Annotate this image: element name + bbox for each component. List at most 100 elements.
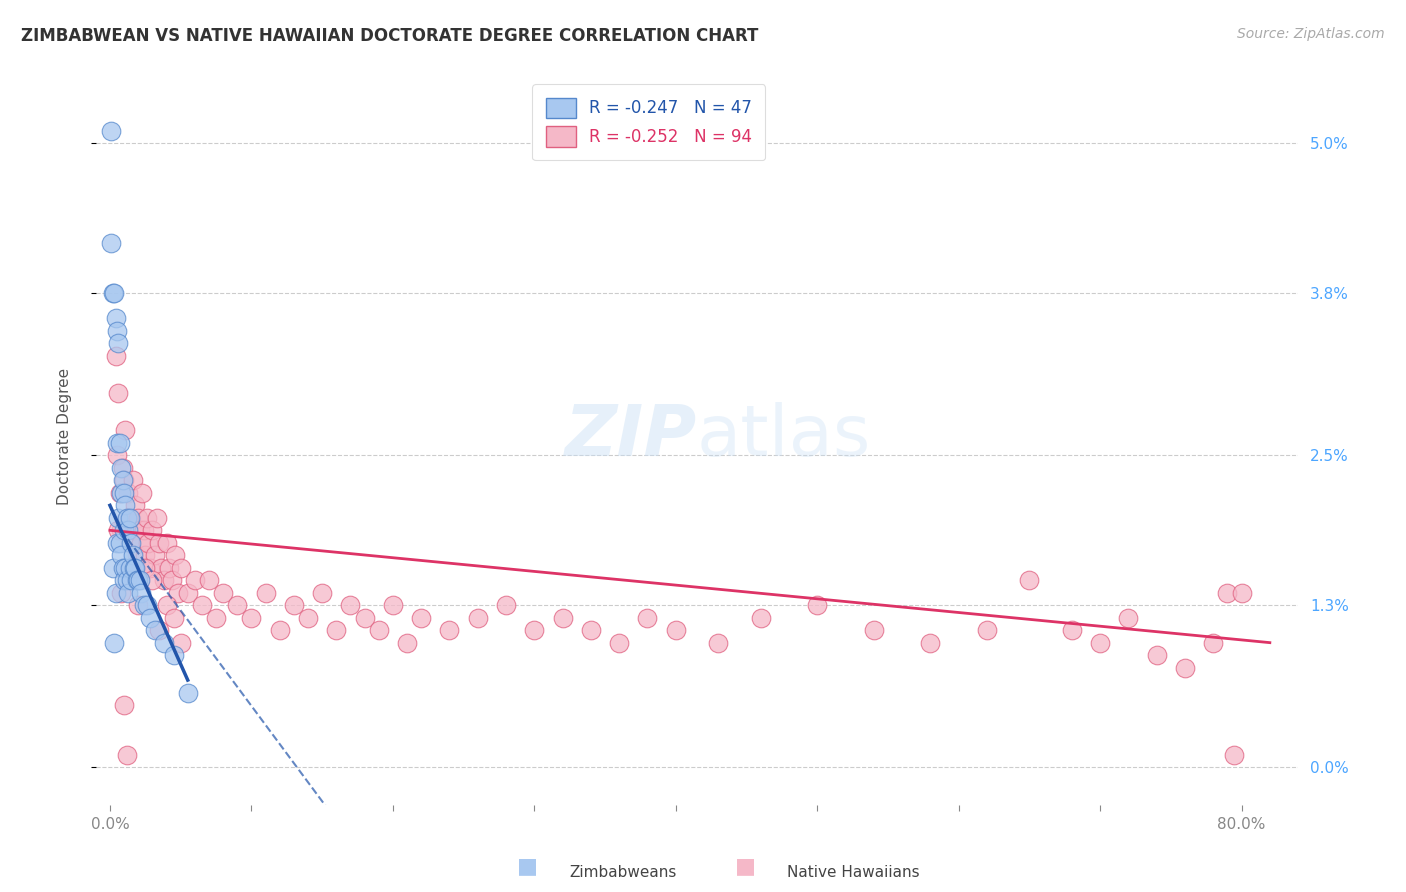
Point	[439, 623, 461, 637]
Legend: R = -0.247   N = 47, R = -0.252   N = 94: R = -0.247 N = 47, R = -0.252 N = 94	[533, 84, 765, 160]
Point	[114, 424, 136, 438]
Point	[117, 524, 139, 538]
Point	[551, 610, 574, 624]
Point	[110, 585, 132, 599]
Point	[121, 549, 143, 563]
Point	[169, 635, 191, 649]
Point	[117, 486, 139, 500]
Y-axis label: Doctorate Degree: Doctorate Degree	[58, 368, 72, 505]
Point	[105, 436, 128, 450]
Point	[162, 610, 184, 624]
Point	[1088, 635, 1111, 649]
Point	[112, 698, 135, 712]
Point	[112, 573, 135, 587]
Point	[152, 635, 174, 649]
Point	[107, 511, 129, 525]
Point	[120, 573, 142, 587]
Point	[395, 635, 418, 649]
Point	[523, 623, 546, 637]
Text: atlas: atlas	[697, 402, 872, 471]
Text: Zimbabweans: Zimbabweans	[569, 865, 676, 880]
Point	[121, 474, 143, 488]
Point	[495, 598, 517, 612]
Point	[111, 474, 134, 488]
Point	[177, 585, 200, 599]
Point	[1202, 635, 1225, 649]
Point	[110, 549, 132, 563]
Point	[177, 685, 200, 699]
Point	[129, 585, 152, 599]
Point	[107, 524, 129, 538]
Point	[110, 524, 132, 538]
Point	[143, 549, 166, 563]
Point	[157, 561, 180, 575]
Point	[107, 386, 129, 401]
Point	[138, 561, 160, 575]
Point	[103, 286, 125, 301]
Point	[131, 486, 153, 500]
Point	[108, 436, 131, 450]
Point	[105, 536, 128, 550]
Point	[325, 623, 347, 637]
Point	[105, 449, 128, 463]
Point	[124, 561, 146, 575]
Point	[111, 561, 134, 575]
Point	[353, 610, 375, 624]
Point	[135, 511, 157, 525]
Point	[101, 286, 124, 301]
Point	[108, 536, 131, 550]
Point	[105, 324, 128, 338]
Point	[100, 236, 122, 251]
Point	[112, 474, 135, 488]
Point	[148, 623, 170, 637]
Point	[269, 623, 291, 637]
Point	[127, 573, 149, 587]
Point	[467, 610, 489, 624]
Text: ■: ■	[735, 856, 755, 876]
Point	[920, 635, 942, 649]
Point	[112, 524, 135, 538]
Point	[114, 499, 136, 513]
Point	[115, 511, 138, 525]
Point	[107, 336, 129, 351]
Point	[110, 486, 132, 500]
Point	[101, 561, 124, 575]
Point	[607, 635, 630, 649]
Text: Native Hawaiians: Native Hawaiians	[787, 865, 920, 880]
Point	[122, 561, 145, 575]
Point	[169, 561, 191, 575]
Point	[1174, 660, 1197, 674]
Point	[155, 598, 177, 612]
Point	[976, 623, 998, 637]
Point	[115, 747, 138, 762]
Point	[226, 598, 249, 612]
Point	[120, 561, 142, 575]
Point	[198, 573, 221, 587]
Point	[1146, 648, 1168, 662]
Point	[132, 524, 155, 538]
Point	[104, 349, 127, 363]
Point	[166, 585, 188, 599]
Point	[136, 536, 159, 550]
Point	[749, 610, 772, 624]
Point	[381, 598, 404, 612]
Point	[127, 598, 149, 612]
Text: Source: ZipAtlas.com: Source: ZipAtlas.com	[1237, 27, 1385, 41]
Point	[160, 573, 183, 587]
Point	[862, 623, 884, 637]
Point	[579, 623, 602, 637]
Point	[114, 561, 136, 575]
Point	[115, 573, 138, 587]
Point	[115, 511, 138, 525]
Point	[141, 524, 163, 538]
Point	[184, 573, 207, 587]
Point	[124, 499, 146, 513]
Point	[149, 561, 172, 575]
Point	[806, 598, 828, 612]
Point	[155, 536, 177, 550]
Point	[120, 511, 142, 525]
Point	[143, 623, 166, 637]
Point	[212, 585, 235, 599]
Point	[129, 536, 152, 550]
Point	[1018, 573, 1040, 587]
